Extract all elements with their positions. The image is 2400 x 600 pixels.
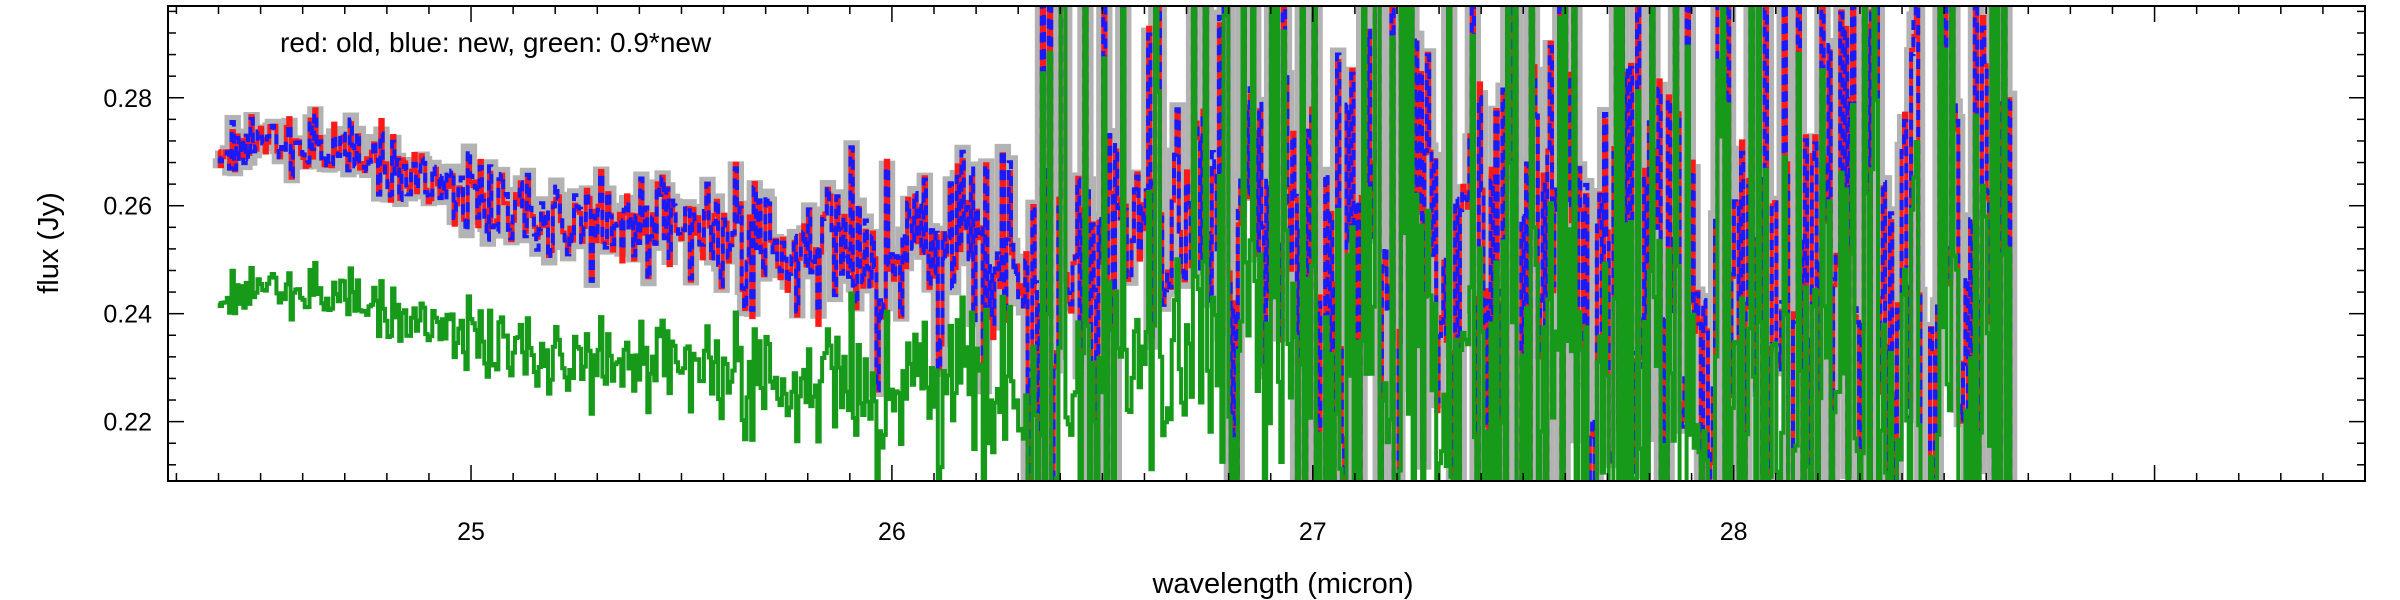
y-tick-label: 0.22: [103, 409, 152, 437]
plot-frame: [167, 5, 2366, 482]
x-tick-label: 26: [878, 518, 906, 546]
x-tick-label: 27: [1299, 518, 1327, 546]
series-scaled-line: [217, 6, 2013, 481]
x-axis-label: wavelength (micron): [1151, 568, 1413, 600]
x-tick-label: 28: [1720, 518, 1748, 546]
chart-annotation: red: old, blue: new, green: 0.9*new: [280, 27, 712, 58]
y-tick-label: 0.28: [103, 85, 152, 113]
y-tick-label: 0.26: [103, 193, 152, 221]
series-old-line: [217, 6, 2013, 481]
x-tick-label: 25: [457, 518, 485, 546]
series-layer: [212, 6, 2018, 481]
ticks-layer: 25 26 27 28 0.22 0.24 0.26 0.28: [103, 6, 2366, 546]
y-axis-label: flux (Jy): [33, 192, 65, 294]
y-tick-label: 0.24: [103, 301, 152, 329]
